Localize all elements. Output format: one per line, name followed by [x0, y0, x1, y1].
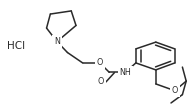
Text: O: O: [172, 86, 178, 95]
Text: O: O: [97, 77, 104, 86]
Text: NH: NH: [120, 68, 131, 77]
Text: HCl: HCl: [7, 41, 25, 51]
Text: N: N: [54, 37, 60, 46]
Text: O: O: [97, 58, 103, 67]
